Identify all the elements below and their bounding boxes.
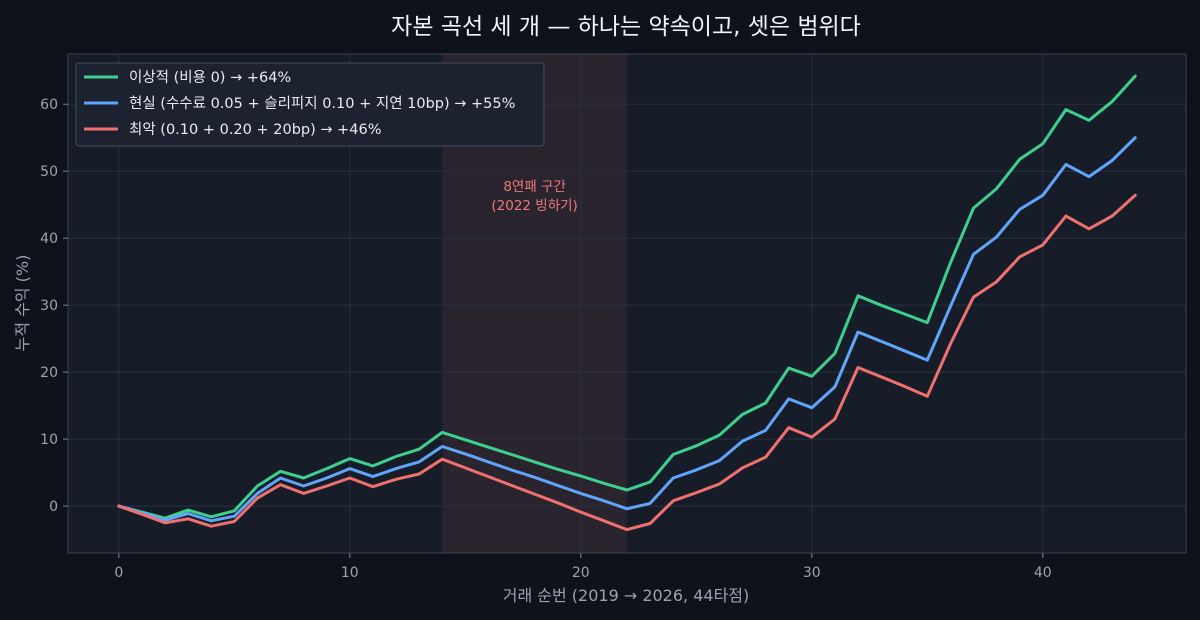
x-tick-label: 10 <box>341 565 359 581</box>
x-axis-label: 거래 순번 (2019 → 2026, 44타점) <box>503 586 750 605</box>
y-tick-label: 50 <box>40 164 58 180</box>
y-tick-label: 40 <box>40 231 58 247</box>
axis-ticks: 0 10 20 30 40 0 10 20 30 40 50 60 <box>40 97 1052 581</box>
legend-box <box>75 62 545 147</box>
series-line-realistic <box>117 136 1137 523</box>
legend-label-realistic: 현실 (수수료 0.05 + 슬리피지 0.10 + 지연 10bp) → +5… <box>129 95 515 112</box>
series-line-ideal <box>117 74 1137 520</box>
legend-label-ideal: 이상적 (비용 0) → +64% <box>129 69 291 86</box>
series-line-worst <box>117 193 1137 532</box>
y-tick-label: 20 <box>40 365 58 381</box>
x-tick-label: 30 <box>803 565 821 581</box>
grid <box>68 54 1186 553</box>
y-axis-label: 누적 수익 (%) <box>13 255 32 352</box>
y-tick-label: 0 <box>49 499 58 515</box>
series-lines <box>117 74 1137 532</box>
shaded-region-label-line-1: 8연패 구간 <box>503 179 566 195</box>
chart-title: 자본 곡선 세 개 — 하나는 약속이고, 셋은 범위다 <box>391 14 861 40</box>
y-tick-label: 10 <box>40 432 58 448</box>
y-tick-label: 60 <box>40 97 58 113</box>
x-tick-label: 20 <box>572 565 590 581</box>
x-tick-label: 40 <box>1034 565 1052 581</box>
shaded-region-label-line-2: (2022 빙하기) <box>491 198 577 214</box>
legend-label-worst: 최악 (0.10 + 0.20 + 20bp) → +46% <box>129 121 382 138</box>
x-tick-label: 0 <box>114 565 123 581</box>
y-tick-label: 30 <box>40 298 58 314</box>
legend: 이상적 (비용 0) → +64% 현실 (수수료 0.05 + 슬리피지 0.… <box>75 62 545 147</box>
